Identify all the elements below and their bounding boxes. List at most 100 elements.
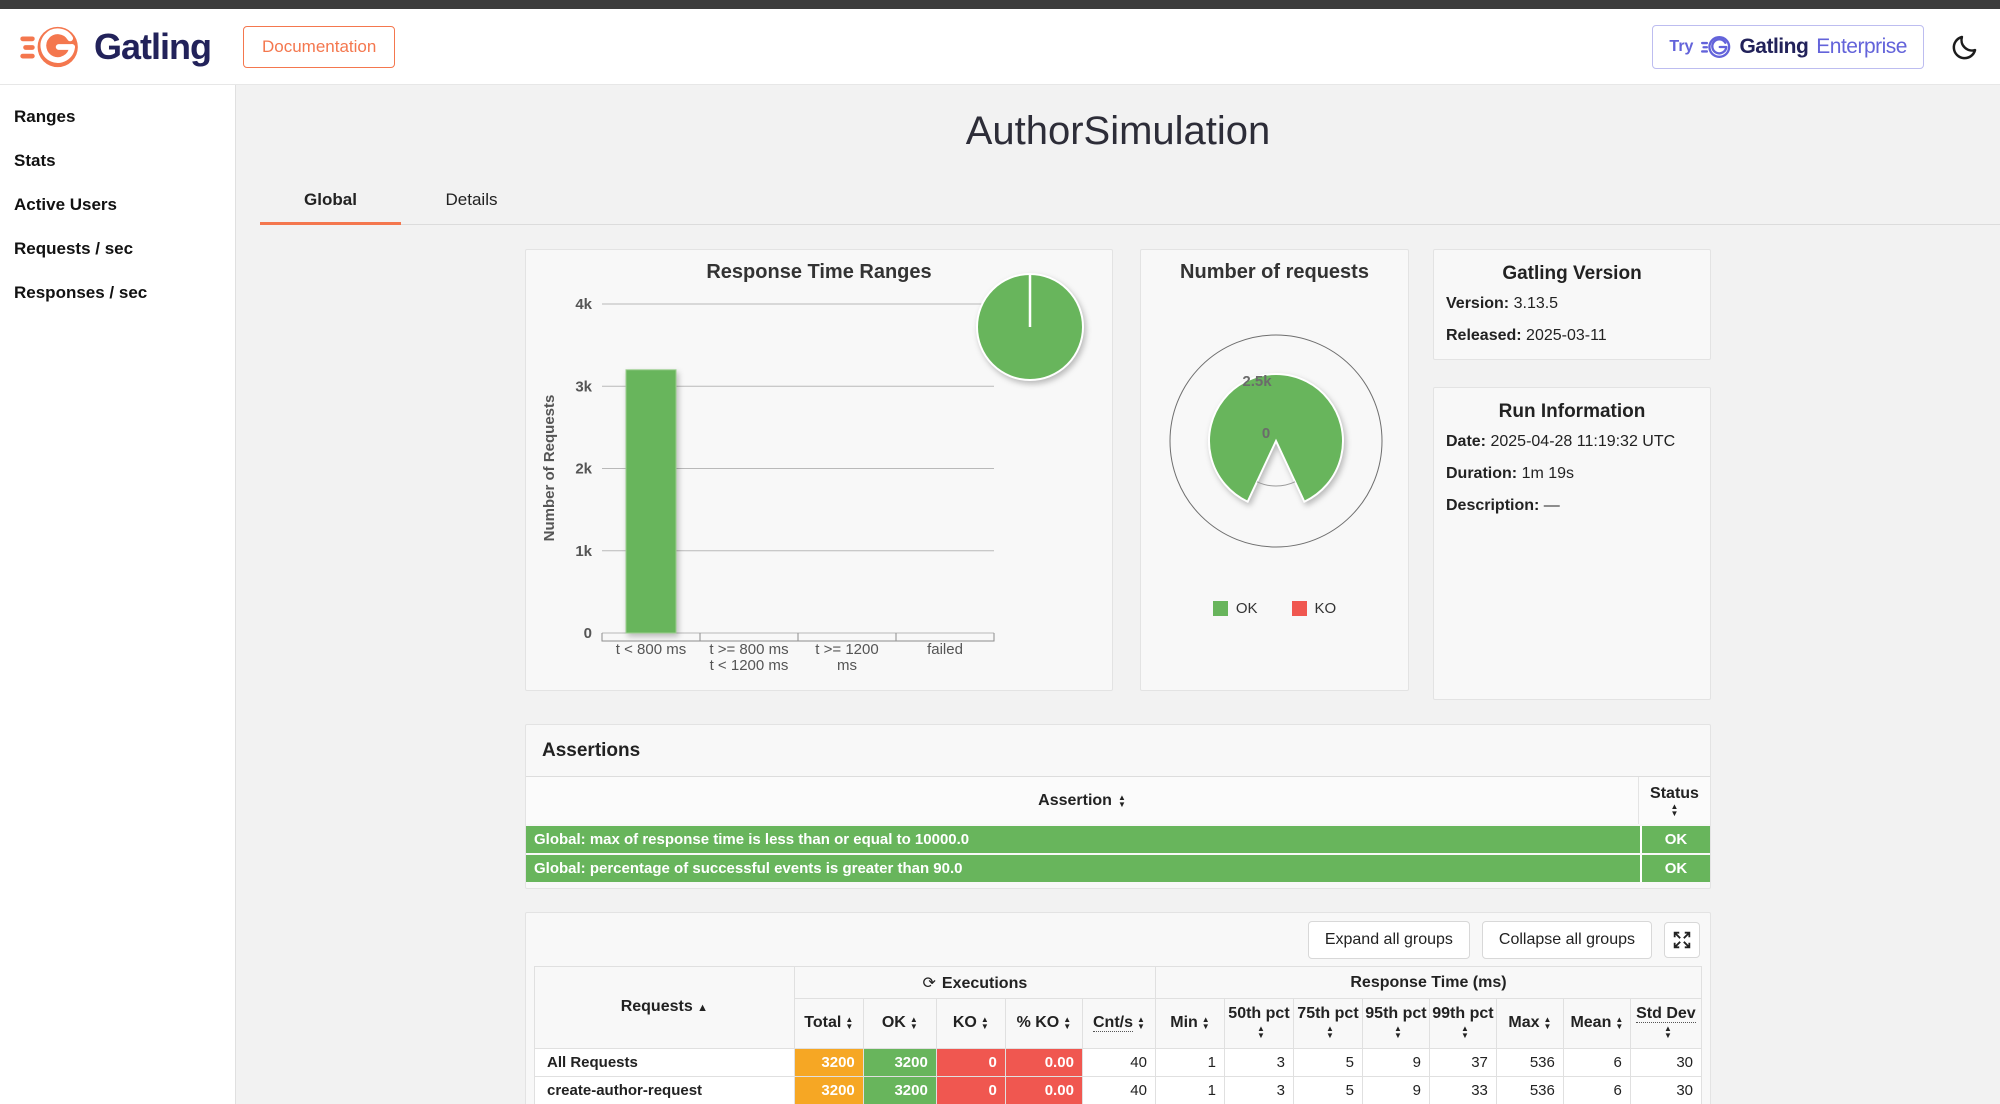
version-value: 3.13.5 bbox=[1513, 295, 1559, 312]
svg-text:t >= 800 mst < 1200 ms: t >= 800 ms t < 1200 ms bbox=[709, 641, 788, 674]
panel-title: Run Information bbox=[1498, 401, 1646, 422]
ko-legend-label: KO bbox=[1314, 600, 1337, 617]
mean-column-header[interactable]: Mean ▲ ▼ bbox=[1562, 998, 1631, 1049]
p95-cell: 9 bbox=[1361, 1048, 1430, 1077]
max-cell: 536 bbox=[1495, 1076, 1564, 1104]
mean-cell: 6 bbox=[1562, 1076, 1631, 1104]
sort-icon: ▲ ▼ bbox=[845, 1015, 854, 1032]
total-cell: 3200 bbox=[793, 1076, 864, 1104]
sidebar-item-requests-per-sec[interactable]: Requests / sec bbox=[14, 239, 134, 258]
legend-item-ko[interactable]: KO bbox=[1291, 600, 1337, 617]
legend-item-ok[interactable]: OK bbox=[1212, 600, 1258, 617]
gatling-version-card: Gatling Version Version: 3.13.5 Released… bbox=[1433, 249, 1711, 360]
total-column-header[interactable]: Total ▲ ▼ bbox=[793, 998, 864, 1049]
sort-icon: ▲ ▼ bbox=[909, 1015, 918, 1032]
gatling-logo-icon bbox=[20, 26, 78, 67]
date-line: Date: 2025-04-28 11:19:32 UTC bbox=[1434, 433, 1710, 451]
min-cell: 1 bbox=[1154, 1048, 1225, 1077]
svg-text:failed: failed bbox=[927, 641, 963, 658]
total-cell: 3200 bbox=[793, 1048, 864, 1077]
tab-bar: Global Details bbox=[260, 180, 2000, 225]
min-cell: 1 bbox=[1154, 1076, 1225, 1104]
tab-global[interactable]: Global bbox=[260, 180, 401, 225]
pct-ko-column-header[interactable]: % KO ▲ ▼ bbox=[1004, 998, 1083, 1049]
sort-icon: ▲ ▼ bbox=[1063, 1015, 1072, 1032]
ok-column-header[interactable]: OK ▲ ▼ bbox=[862, 998, 937, 1049]
p75-column-header[interactable]: 75th pct ▲ ▼ bbox=[1292, 998, 1363, 1049]
response-time-ranges-card: 0 1k 2k 3k 4k t < 800 ms t >= 800 ms t < 1200 m… bbox=[525, 249, 1113, 691]
stats-toolbar: Expand all groups Collapse all groups bbox=[534, 913, 1702, 966]
response-time-ranges-chart: 0 1k 2k 3k 4k t < 800 ms t >= 800 ms t < 1200 m… bbox=[541, 273, 1084, 674]
ko-column-header[interactable]: KO ▲ ▼ bbox=[935, 998, 1006, 1049]
ko-legend-swatch bbox=[1291, 601, 1307, 616]
statistics-table: Requests ▲ ⟳ Executions Response Time (ms… bbox=[534, 966, 1703, 1104]
std-dev-column-header[interactable]: Std Dev ▲ ▼ bbox=[1629, 998, 1703, 1049]
p50-cell: 3 bbox=[1223, 1076, 1294, 1104]
fullscreen-button[interactable] bbox=[1664, 921, 1700, 958]
request-name-cell: All Requests bbox=[534, 1048, 795, 1077]
status-column-header[interactable]: Status ▲ ▼ bbox=[1638, 777, 1710, 824]
enterprise-try-label: Try bbox=[1669, 37, 1694, 55]
duration-value: 1m 19s bbox=[1521, 465, 1575, 482]
sidebar-item-active-users[interactable]: Active Users bbox=[14, 195, 118, 214]
expand-all-groups-button[interactable]: Expand all groups bbox=[1307, 920, 1470, 959]
sort-icon: ▲ ▼ bbox=[1136, 1015, 1145, 1032]
assertion-row: Global: max of response time is less tha… bbox=[526, 826, 1710, 853]
page-title: AuthorSimulation bbox=[965, 109, 1271, 153]
response-time-group-header: Response Time (ms) bbox=[1154, 966, 1703, 999]
tab-details[interactable]: Details bbox=[445, 190, 498, 209]
assertion-column-header[interactable]: Assertion ▲ ▼ bbox=[1038, 791, 1126, 809]
ok-legend-swatch bbox=[1212, 601, 1228, 616]
requests-column-header[interactable]: Requests ▲ bbox=[534, 966, 795, 1049]
sidebar-item-responses-per-sec[interactable]: Responses / sec bbox=[14, 283, 148, 302]
svg-text:0: 0 bbox=[1262, 425, 1270, 442]
p50-column-header[interactable]: 50th pct ▲ ▼ bbox=[1223, 998, 1294, 1049]
documentation-button[interactable]: Documentation bbox=[243, 25, 396, 68]
sidebar-item-ranges[interactable]: Ranges bbox=[14, 107, 76, 126]
max-column-header[interactable]: Max ▲ ▼ bbox=[1495, 998, 1564, 1049]
svg-text:0: 0 bbox=[584, 625, 592, 642]
gatling-wordmark: Gatling bbox=[94, 25, 212, 67]
assertion-text: Global: max of response time is less tha… bbox=[534, 831, 970, 848]
assertions-table-header: Assertion ▲ ▼ Status ▲ ▼ bbox=[526, 776, 1710, 824]
number-of-requests-chart: 2.5k 0 bbox=[1169, 334, 1383, 548]
number-of-requests-card: 2.5k 0 Number of requests OK KO bbox=[1140, 249, 1409, 691]
sidebar-item-stats[interactable]: Stats bbox=[14, 151, 56, 170]
dark-mode-toggle[interactable] bbox=[1950, 32, 1980, 62]
sort-ascending-icon: ▲ bbox=[697, 1002, 709, 1015]
ok-cell: 3200 bbox=[862, 1076, 937, 1104]
max-cell: 536 bbox=[1495, 1048, 1564, 1077]
sort-icon: ▲ ▼ bbox=[1393, 1024, 1402, 1041]
chart-legend: OK KO bbox=[1141, 600, 1408, 617]
refresh-icon: ⟳ bbox=[922, 974, 936, 992]
std-dev-cell: 30 bbox=[1629, 1076, 1703, 1104]
p95-column-header[interactable]: 95th pct ▲ ▼ bbox=[1361, 998, 1430, 1049]
min-column-header[interactable]: Min ▲ ▼ bbox=[1154, 998, 1225, 1049]
assertion-status-badge: OK bbox=[1640, 826, 1710, 853]
collapse-all-groups-button[interactable]: Collapse all groups bbox=[1481, 920, 1652, 959]
pct-ko-cell: 0.00 bbox=[1004, 1076, 1083, 1104]
window-top-strip bbox=[0, 0, 2000, 9]
version-label: Version: bbox=[1446, 295, 1510, 312]
p75-cell: 5 bbox=[1292, 1048, 1363, 1077]
duration-label: Duration: bbox=[1446, 465, 1518, 482]
released-line: Released: 2025-03-11 bbox=[1434, 327, 1710, 345]
svg-text:1k: 1k bbox=[575, 543, 592, 560]
description-label: Description: bbox=[1446, 497, 1540, 514]
p99-column-header[interactable]: 99th pct ▲ ▼ bbox=[1428, 998, 1497, 1049]
report-content: 0 1k 2k 3k 4k t < 800 ms t >= 800 ms t < 1200 m… bbox=[525, 249, 1711, 1104]
gatling-logo[interactable]: Gatling bbox=[20, 24, 212, 70]
assertion-text: Global: percentage of successful events … bbox=[534, 860, 963, 877]
ok-cell: 3200 bbox=[862, 1048, 937, 1077]
main-content: AuthorSimulation Global Details 0 1k 2k 3k 4… bbox=[236, 85, 2000, 1104]
cnt-s-column-header[interactable]: Cnt/s ▲ ▼ bbox=[1081, 998, 1156, 1049]
stats-row-create-author-request[interactable]: create-author-request 3200 3200 0 0.00 4… bbox=[534, 1076, 1703, 1104]
enterprise-button[interactable]: Try Gatling Enterprise bbox=[1652, 24, 1924, 69]
p95-cell: 9 bbox=[1361, 1076, 1430, 1104]
stats-row-all-requests[interactable]: All Requests 3200 3200 0 0.00 40 1 3 5 9… bbox=[534, 1048, 1703, 1077]
date-value: 2025-04-28 11:19:32 UTC bbox=[1490, 433, 1676, 450]
sort-icon: ▲ ▼ bbox=[980, 1015, 989, 1032]
sort-icon: ▲ ▼ bbox=[1326, 1024, 1334, 1041]
info-column: Gatling Version Version: 3.13.5 Released… bbox=[1433, 249, 1711, 700]
